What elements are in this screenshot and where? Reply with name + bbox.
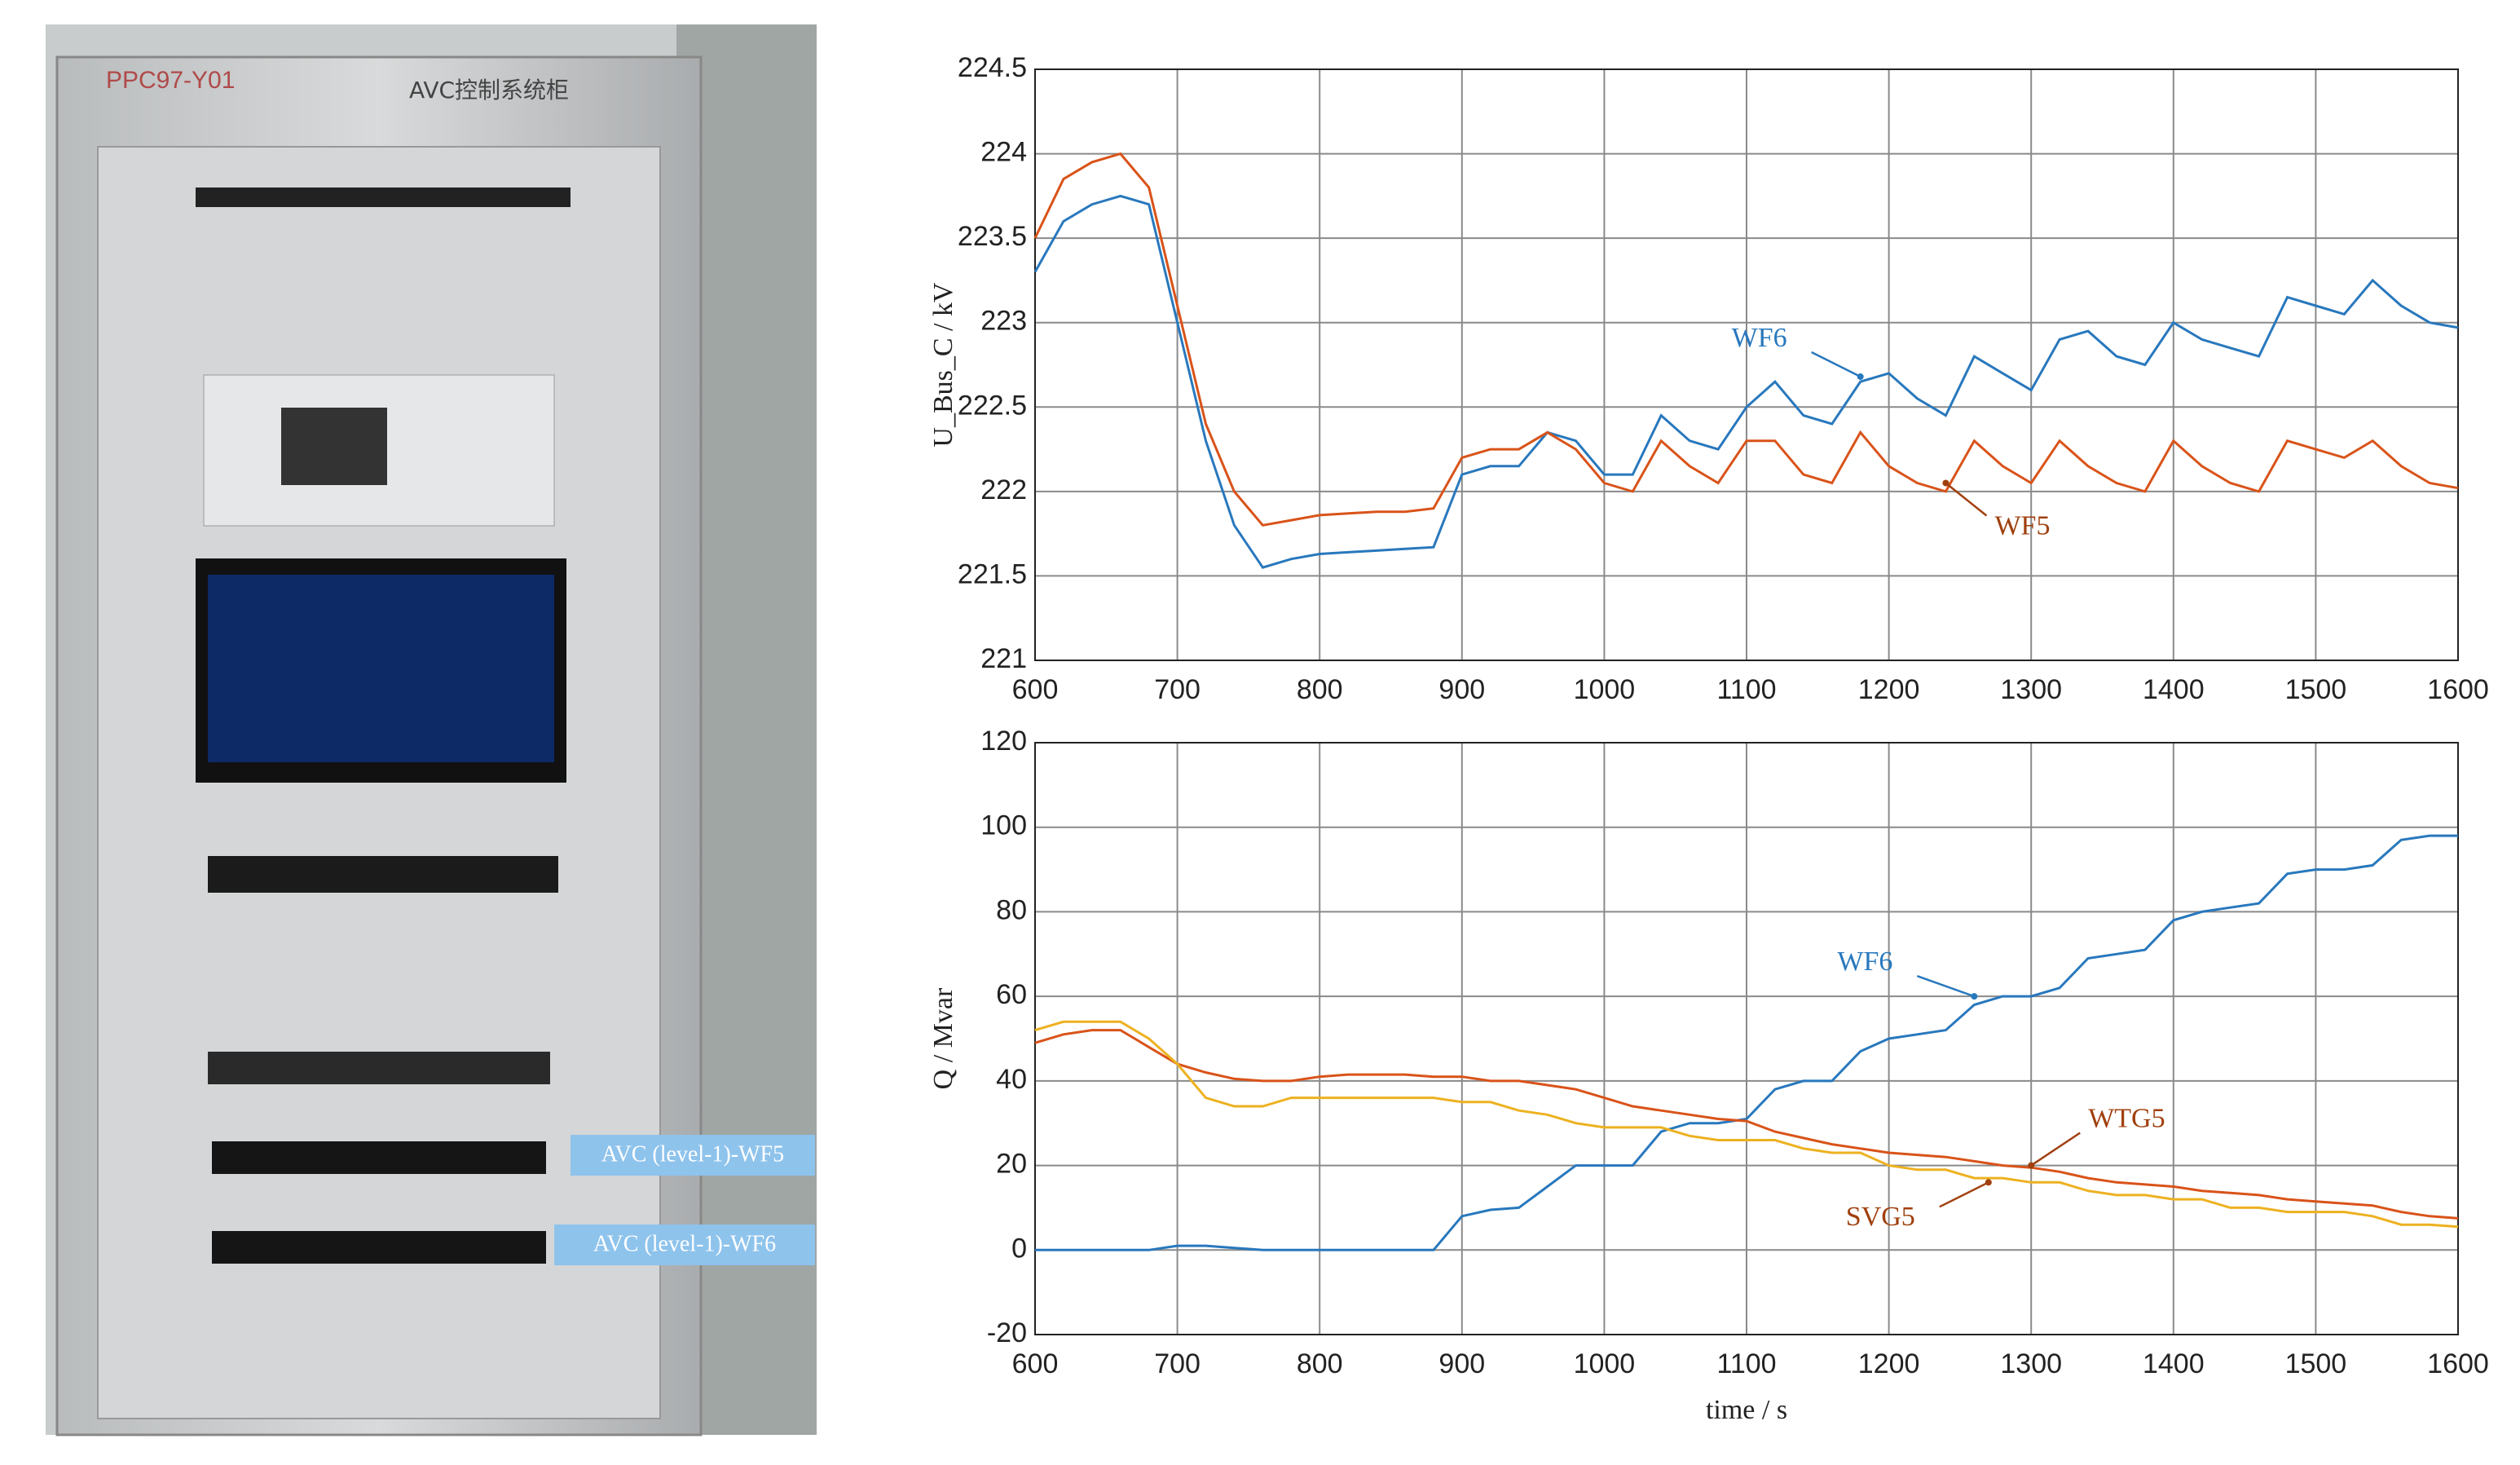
x-axis-label: time / s	[1706, 1395, 1787, 1425]
annotation: WF5	[1994, 510, 2050, 541]
cabinet-id: PPC97-Y01	[106, 67, 235, 94]
annotation-tip	[1857, 373, 1864, 380]
x-tick-label: 1500	[2285, 674, 2347, 705]
annotation: WF6	[1837, 947, 1892, 977]
x-tick-label: 900	[1438, 674, 1485, 705]
device-label: AVC (level-1)-WF6	[593, 1231, 776, 1256]
annotation: WTG5	[2088, 1103, 2165, 1133]
x-tick-label: 1500	[2285, 1348, 2347, 1379]
server	[208, 856, 558, 893]
y-tick-label: -20	[987, 1317, 1027, 1348]
y-tick-label: 100	[980, 810, 1027, 841]
x-tick-label: 600	[1012, 1348, 1059, 1379]
x-tick-label: 1400	[2143, 674, 2205, 705]
x-tick-label: 1300	[2000, 1348, 2062, 1379]
x-tick-label: 1600	[2427, 1348, 2489, 1379]
cabinet-name: AVC控制系统柜	[409, 77, 569, 104]
data-line	[1034, 1020, 2459, 1229]
x-tick-label: 1100	[1716, 1348, 1776, 1379]
y-tick-label: 221	[980, 643, 1027, 674]
plot-frame	[1034, 68, 2459, 661]
y-tick-label: 20	[996, 1149, 1027, 1180]
y-tick-label: 40	[996, 1064, 1027, 1095]
x-tick-label: 800	[1297, 1348, 1343, 1379]
x-tick-label: 1200	[1858, 1348, 1920, 1379]
device-label: AVC (level-1)-WF5	[601, 1141, 784, 1167]
data-line	[1033, 194, 2459, 569]
y-tick-label: 60	[996, 979, 1027, 1010]
label-box	[571, 1135, 815, 1176]
data-line	[1033, 152, 2459, 527]
x-tick-label: 600	[1012, 674, 1059, 705]
plot-frame	[1034, 742, 2459, 1335]
data-line	[1035, 834, 2458, 1251]
annotation-tip	[1942, 479, 1949, 487]
x-tick-label: 900	[1438, 1348, 1485, 1379]
annotation-tip	[2028, 1162, 2035, 1169]
x-tick-label: 1200	[1858, 674, 1920, 705]
controller-screen	[281, 408, 387, 485]
x-tick-label: 1000	[1574, 674, 1636, 705]
annotation: SVG5	[1846, 1202, 1915, 1232]
x-tick-label: 1000	[1574, 1348, 1636, 1379]
y-tick-label: 0	[1011, 1233, 1027, 1264]
y-tick-label: 120	[980, 726, 1027, 757]
x-tick-label: 800	[1297, 674, 1343, 705]
x-tick-label: 700	[1154, 1348, 1201, 1379]
y-tick-label: 222	[980, 474, 1027, 505]
annotation-arrow	[1811, 351, 1861, 378]
annotation-arrow	[1945, 482, 1988, 517]
annotation-arrow	[1939, 1181, 1989, 1208]
photo: PPC97-Y01 AVC控制系统柜 AVC (level-1)-WF5 AVC…	[46, 24, 817, 1436]
annotation-arrow	[1916, 974, 1975, 998]
y-tick-label: 222.5	[958, 390, 1027, 421]
y-tick-label: 80	[996, 894, 1027, 925]
y-axis-label: Q / Mvar	[928, 987, 958, 1089]
y-tick-label: 223.5	[958, 221, 1027, 252]
annotation-arrow	[2030, 1132, 2081, 1167]
x-tick-label: 1400	[2143, 1348, 2205, 1379]
x-tick-label: 1100	[1716, 674, 1776, 705]
rail	[196, 188, 571, 207]
y-tick-label: 221.5	[958, 558, 1027, 589]
annotation-tip	[1985, 1179, 1992, 1186]
server	[212, 1141, 546, 1174]
x-tick-label: 1300	[2000, 674, 2062, 705]
y-tick-label: 224.5	[958, 52, 1027, 83]
data-line	[1034, 1029, 2459, 1220]
x-tick-label: 1600	[2427, 674, 2489, 705]
annotation-tip	[1971, 993, 1978, 1000]
label-box	[554, 1225, 815, 1265]
y-axis-label: U_Bus_C / kV	[928, 282, 958, 448]
y-tick-label: 223	[980, 306, 1027, 337]
server	[208, 1052, 550, 1084]
x-tick-label: 700	[1154, 674, 1201, 705]
annotation: WF6	[1732, 323, 1787, 353]
monitor-screen	[208, 575, 554, 762]
y-tick-label: 224	[980, 137, 1027, 168]
server	[212, 1231, 546, 1264]
